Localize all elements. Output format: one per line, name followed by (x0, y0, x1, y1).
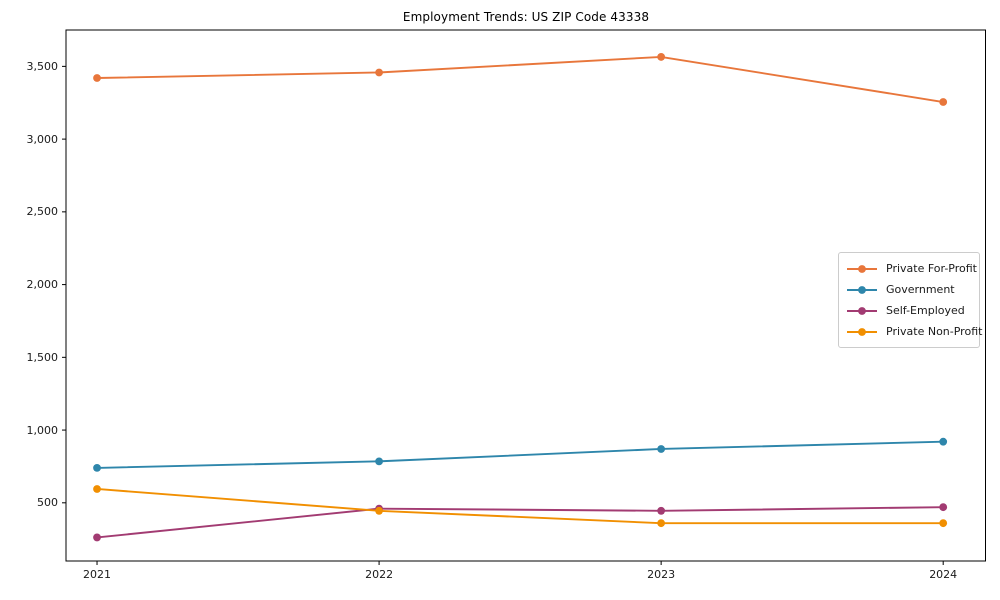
data-point (657, 445, 666, 453)
legend-item-3: Private Non-Profit (847, 321, 982, 342)
data-point (375, 68, 383, 77)
y-tick-label: 1,500 (26, 350, 59, 364)
legend-item-0: Private For-Profit (847, 258, 977, 279)
legend-label: Private For-Profit (886, 262, 977, 275)
legend-label: Private Non-Profit (886, 325, 983, 338)
x-tick-label: 2021 (83, 568, 112, 581)
y-tick-label: 1,000 (26, 423, 59, 437)
legend-line-marker-icon (847, 264, 877, 273)
x-tick-label: 2023 (647, 568, 676, 581)
data-point (93, 74, 101, 82)
legend-line-marker-icon (847, 327, 877, 336)
data-point (939, 519, 948, 528)
series-line-1 (97, 440, 944, 469)
legend-label: Government (886, 283, 955, 296)
y-tick-label: 3,000 (26, 132, 59, 146)
y-tick-label: 2,000 (26, 278, 59, 292)
data-point (939, 503, 948, 512)
x-tick-label: 2024 (929, 568, 958, 581)
series-line-3 (96, 488, 944, 525)
data-point (375, 506, 383, 515)
data-point (93, 463, 101, 472)
x-tick-label: 2022 (365, 568, 394, 581)
data-point (657, 53, 666, 61)
legend: Private For-Profit Government Self-Employe… (838, 252, 982, 348)
chart-title: Employment Trends: US ZIP Code 43338 (402, 10, 650, 24)
data-point (375, 457, 383, 466)
legend-line-marker-icon (847, 306, 877, 315)
legend-item-1: Government (847, 279, 971, 300)
legend-item-2: Self-Employed (847, 300, 971, 321)
y-tick-label: 500 (37, 496, 58, 510)
data-point (939, 98, 948, 106)
series-line-2 (96, 506, 944, 539)
legend-line-marker-icon (847, 285, 877, 294)
data-point (93, 485, 101, 493)
y-tick-label: 2,500 (26, 205, 59, 219)
plot-border (65, 29, 986, 562)
legend-label: Self-Employed (886, 304, 965, 317)
data-point (93, 533, 101, 542)
series-line-0 (97, 55, 944, 103)
data-point (657, 506, 666, 515)
data-point (939, 437, 948, 446)
data-point (657, 519, 666, 528)
y-tick-label: 3,500 (26, 59, 59, 73)
